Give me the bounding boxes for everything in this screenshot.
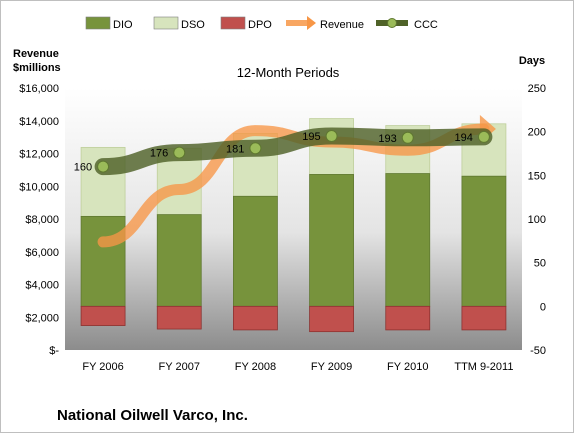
left-axis-ticks: $- $2,000 $4,000 $6,000 $8,000 $10,000 $12,000… [19, 83, 59, 357]
legend-label-revenue: Revenue [320, 19, 364, 31]
legend-marker-ccc [387, 18, 397, 28]
chart-title: 12-Month Periods [237, 65, 340, 80]
legend-swatch-dso [153, 16, 179, 30]
left-tick-label: $16,000 [19, 83, 59, 95]
ccc-point [173, 146, 186, 159]
ccc-point [249, 142, 262, 155]
legend: DIO DSO DPO Revenue CCC [85, 16, 438, 31]
legend-arrowhead-revenue [307, 16, 316, 30]
right-axis-title: Days [519, 55, 545, 67]
right-tick-label: 50 [534, 258, 546, 270]
x-tick-label: FY 2009 [311, 361, 352, 373]
left-tick-label: $10,000 [19, 181, 59, 193]
ccc-data-label: 160 [74, 162, 92, 174]
legend-label-ccc: CCC [414, 19, 438, 31]
ccc-line: 160 176 181 195 193 194 [74, 127, 493, 176]
left-tick-label: $12,000 [19, 149, 59, 161]
x-tick-label: FY 2010 [387, 361, 428, 373]
ccc-data-label: 181 [226, 143, 244, 155]
legend-label-dso: DSO [181, 19, 205, 31]
ccc-data-label: 195 [302, 131, 320, 143]
x-tick-label: FY 2007 [159, 361, 200, 373]
left-axis-title-line2: $millions [13, 62, 61, 74]
dio-bar [461, 175, 507, 307]
left-tick-label: $8,000 [25, 214, 59, 226]
dpo-bar [156, 305, 202, 330]
ccc-data-label: 193 [378, 133, 396, 145]
right-tick-label: 100 [528, 214, 546, 226]
bars [80, 118, 507, 333]
dio-bar [385, 173, 431, 307]
right-tick-label: 200 [528, 127, 546, 139]
ccc-point [325, 130, 338, 143]
right-tick-label: 150 [528, 170, 546, 182]
dio-bar [309, 174, 354, 307]
legend-swatch-dpo [220, 16, 246, 30]
x-axis-ticks: FY 2006 FY 2007 FY 2008 FY 2009 FY 2010 TTM 9… [82, 361, 513, 373]
legend-label-dpo: DPO [248, 19, 272, 31]
left-tick-label: $6,000 [25, 247, 59, 259]
ccc-point [97, 160, 110, 173]
dio-bar [156, 214, 202, 307]
legend-label-dio: DIO [113, 19, 133, 31]
dpo-bar [385, 305, 431, 331]
x-tick-label: FY 2006 [82, 361, 123, 373]
dpo-bar [461, 305, 507, 331]
right-tick-label: 250 [528, 83, 546, 95]
x-tick-label: FY 2008 [235, 361, 276, 373]
right-tick-label: 0 [540, 301, 546, 313]
dio-bar [233, 195, 278, 307]
x-tick-label: TTM 9-2011 [454, 361, 513, 373]
dpo-bar [233, 305, 278, 331]
dpo-bar [80, 305, 126, 326]
ccc-data-label: 194 [455, 132, 473, 144]
dpo-bar [309, 305, 354, 333]
dio-bar [80, 215, 126, 307]
left-axis-title-line1: Revenue [13, 48, 59, 60]
left-tick-label: $4,000 [25, 280, 59, 292]
company-name: National Oilwell Varco, Inc. [57, 407, 248, 424]
ccc-point [477, 130, 490, 143]
ccc-point [401, 131, 414, 144]
left-tick-label: $2,000 [25, 312, 59, 324]
ccc-data-label: 176 [150, 148, 168, 160]
right-tick-label: -50 [530, 345, 546, 357]
legend-swatch-dio [85, 16, 111, 30]
right-axis-ticks: -50 0 50 100 150 200 250 [528, 83, 546, 357]
left-tick-label: $14,000 [19, 116, 59, 128]
left-tick-label: $- [49, 345, 59, 357]
revenue-line [97, 123, 490, 248]
